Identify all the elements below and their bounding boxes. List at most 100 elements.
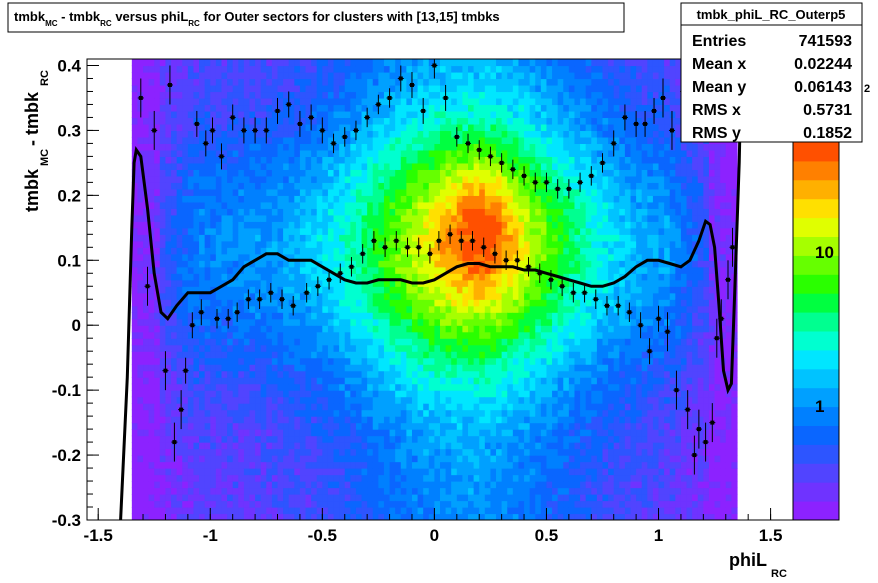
heatmap-cell [159, 169, 167, 177]
heatmap-cell [445, 422, 452, 430]
heatmap-cell [372, 442, 379, 450]
heatmap-cell [299, 364, 307, 372]
heatmap-cell [327, 448, 335, 456]
heatmap-cell [327, 351, 335, 359]
heatmap-cell [445, 130, 452, 138]
heatmap-cell [479, 279, 486, 287]
heatmap-cell [238, 201, 245, 209]
heatmap-cell [154, 182, 161, 190]
heatmap-cell [451, 338, 458, 346]
heatmap-cell [490, 123, 497, 132]
heatmap-cell [210, 344, 217, 352]
heatmap-cell [501, 331, 508, 339]
heatmap-cell [283, 357, 290, 365]
heatmap-cell [271, 351, 279, 359]
heatmap-cell [512, 364, 520, 372]
heatmap-cell [288, 416, 295, 424]
heatmap-cell [490, 149, 497, 157]
heatmap-cell [428, 175, 435, 183]
heatmap-cell [417, 507, 424, 515]
heatmap-cell [389, 338, 396, 346]
heatmap-cell [159, 305, 167, 313]
heatmap-cell [524, 416, 531, 424]
heatmap-cell [378, 130, 385, 138]
heatmap-cell [389, 234, 396, 242]
heatmap-cell [496, 299, 503, 307]
heatmap-cell [411, 136, 419, 145]
heatmap-cell [260, 104, 267, 112]
heatmap-cell [210, 299, 217, 307]
heatmap-cell [249, 273, 256, 281]
heatmap-cell [154, 344, 161, 352]
heatmap-cell [383, 351, 391, 359]
heatmap-cell [154, 221, 161, 229]
heatmap-cell [496, 487, 503, 495]
heatmap-cell [311, 214, 318, 222]
heatmap-cell [143, 78, 150, 86]
heatmap-cell [305, 299, 312, 307]
heatmap-cell [428, 104, 435, 112]
heatmap-cell [479, 104, 486, 112]
heatmap-cell [417, 487, 424, 495]
heatmap-cell [238, 149, 245, 157]
heatmap-cell [462, 292, 469, 300]
heatmap-cell [327, 331, 335, 339]
heatmap-cell [137, 266, 144, 274]
heatmap-cell [507, 136, 514, 145]
heatmap-cell [255, 266, 262, 274]
heatmap-cell [305, 487, 312, 495]
heatmap-cell [473, 429, 480, 437]
heatmap-cell [171, 91, 178, 99]
heatmap-cell [355, 305, 363, 313]
heatmap-cell [210, 273, 217, 281]
heatmap-cell [294, 325, 301, 333]
heatmap-cell [411, 130, 419, 138]
heatmap-cell [339, 305, 346, 313]
heatmap-cell [518, 429, 525, 437]
heatmap-cell [271, 409, 279, 417]
heatmap-cell [367, 338, 374, 346]
heatmap-cell [199, 136, 206, 145]
heatmap-cell [462, 71, 469, 80]
heatmap-cell [255, 455, 262, 463]
heatmap-cell [434, 279, 441, 287]
heatmap-cell [322, 364, 329, 372]
heatmap-cell [165, 227, 172, 235]
heatmap-cell [199, 351, 206, 359]
heatmap-cell [199, 344, 206, 352]
heatmap-cell [288, 149, 295, 157]
heatmap-cell [456, 409, 464, 417]
heatmap-cell [372, 214, 379, 222]
heatmap-cell [496, 370, 503, 378]
heatmap-cell [299, 338, 307, 346]
heatmap-cell [131, 364, 139, 372]
heatmap-cell [496, 494, 503, 502]
heatmap-cell [165, 487, 172, 495]
heatmap-cell [445, 390, 452, 398]
heatmap-cell [417, 305, 424, 313]
heatmap-cell [154, 117, 161, 125]
heatmap-cell [232, 117, 239, 125]
heatmap-cell [327, 292, 335, 300]
heatmap-cell [423, 396, 430, 404]
heatmap-cell [277, 429, 284, 437]
heatmap-cell [238, 396, 245, 404]
heatmap-cell [260, 286, 267, 294]
heatmap-cell [143, 84, 150, 93]
heatmap-cell [434, 429, 441, 437]
heatmap-cell [277, 162, 284, 170]
heatmap-cell [490, 143, 497, 151]
heatmap-cell [333, 97, 340, 106]
heatmap-cell [501, 383, 508, 391]
heatmap-cell [221, 240, 228, 248]
heatmap-cell [423, 227, 430, 235]
heatmap-cell [271, 136, 279, 145]
heatmap-cell [266, 188, 273, 196]
heatmap-cell [339, 91, 346, 99]
heatmap-cell [232, 422, 239, 430]
heatmap-cell [524, 442, 531, 450]
heatmap-cell [176, 279, 183, 287]
heatmap-cell [456, 117, 464, 125]
heatmap-cell [350, 448, 357, 456]
heatmap-cell [507, 305, 514, 313]
